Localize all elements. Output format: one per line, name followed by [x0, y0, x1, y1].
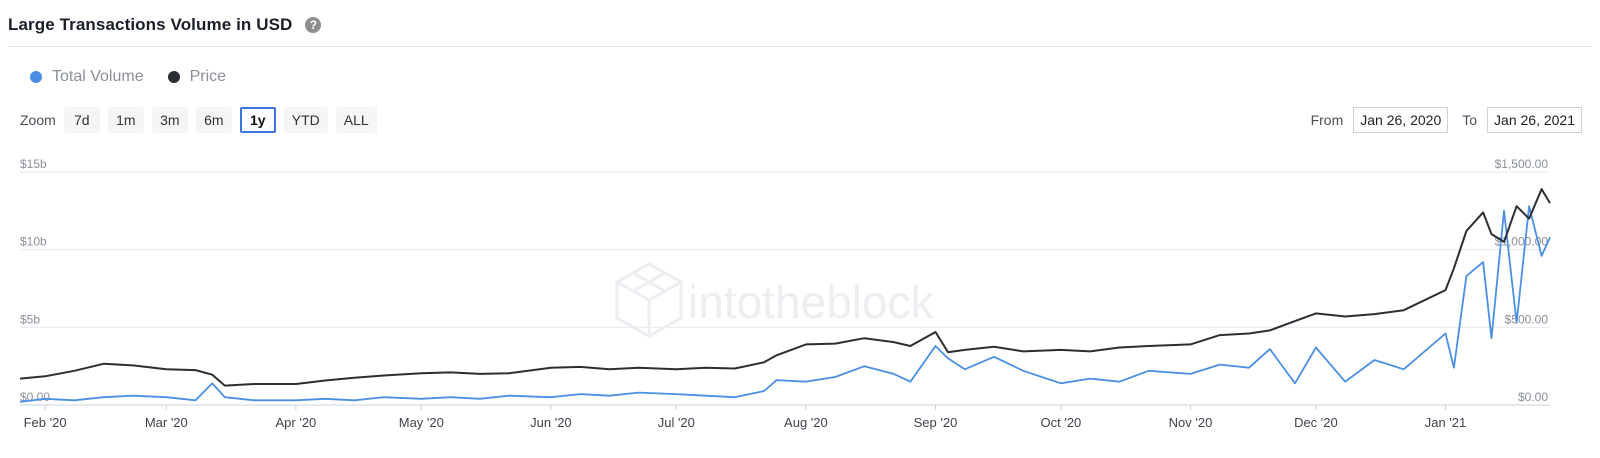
x-tick-label: Jul '20 [658, 415, 695, 430]
right-axis: $0.00$500.00$1,000.00$1,500.00 [1495, 157, 1549, 404]
chart-legend: Total Volume Price [30, 68, 250, 86]
from-date-input[interactable]: Jan 26, 2020 [1353, 107, 1449, 133]
widget-header: Large Transactions Volume in USD ? [8, 8, 322, 42]
legend-label-price: Price [189, 68, 227, 85]
watermark-text: intotheblock [688, 276, 934, 328]
date-range-controls: From Jan 26, 2020 To Jan 26, 2021 [1311, 106, 1582, 134]
x-tick-label: Dec '20 [1294, 415, 1338, 430]
price-dot-icon [167, 71, 180, 83]
zoom-1m-button[interactable]: 1m [107, 107, 144, 133]
x-tick-label: May '20 [399, 415, 444, 430]
series-layer [19, 188, 1551, 403]
x-tick-label: Sep '20 [914, 415, 958, 430]
widget-title: Large Transactions Volume in USD [8, 15, 293, 34]
zoom-7d-button[interactable]: 7d [63, 107, 100, 133]
to-label: To [1462, 112, 1478, 128]
zoom-controls: Zoom 7d 1m 3m 6m 1y YTD ALL [20, 106, 385, 134]
right-tick-label: $1,500.00 [1495, 157, 1549, 171]
legend-label-total-volume: Total Volume [52, 68, 144, 85]
x-tick-label: Jan '21 [1425, 415, 1467, 430]
zoom-ytd-button[interactable]: YTD [283, 107, 328, 133]
legend-item-total-volume[interactable]: Total Volume [30, 68, 144, 86]
grid-lines [20, 171, 1550, 406]
x-tick-label: Nov '20 [1169, 415, 1213, 430]
right-tick-label: $500.00 [1505, 312, 1549, 326]
zoom-label: Zoom [20, 112, 56, 128]
zoom-3m-button[interactable]: 3m [151, 107, 188, 133]
x-tick-label: Aug '20 [784, 415, 828, 430]
x-tick-label: Apr '20 [276, 415, 317, 430]
x-tick-label: Feb '20 [24, 415, 67, 430]
zoom-6m-button[interactable]: 6m [195, 107, 232, 133]
left-tick-label: $5b [20, 312, 40, 326]
legend-item-price[interactable]: Price [167, 68, 227, 86]
total-volume-dot-icon [30, 71, 42, 83]
watermark-logo-icon [615, 262, 683, 338]
header-divider [8, 46, 1592, 47]
left-tick-label: $10b [20, 235, 47, 249]
zoom-1y-button[interactable]: 1y [239, 107, 276, 133]
to-date-input[interactable]: Jan 26, 2021 [1487, 107, 1582, 133]
right-tick-label: $0.00 [1518, 390, 1548, 404]
chart-plot-area: intotheblock $0.00$5b$10b$15b $0.00$500.… [19, 157, 1551, 430]
help-icon[interactable]: ? [305, 17, 322, 33]
left-tick-label: $15b [20, 157, 47, 171]
x-axis: Feb '20 Mar '20 Apr '20 May '20 Jun '20 Jul '… [24, 405, 1467, 430]
from-label: From [1310, 112, 1344, 128]
left-axis: $0.00$5b$10b$15b [20, 157, 50, 404]
series-line-price[interactable] [19, 188, 1551, 387]
watermark: intotheblock [615, 262, 934, 338]
x-tick-label: Jun '20 [530, 415, 572, 430]
x-tick-label: Mar '20 [145, 415, 188, 430]
series-line-total-volume[interactable] [19, 205, 1551, 403]
x-tick-label: Oct '20 [1041, 415, 1082, 430]
zoom-all-button[interactable]: ALL [335, 107, 377, 133]
